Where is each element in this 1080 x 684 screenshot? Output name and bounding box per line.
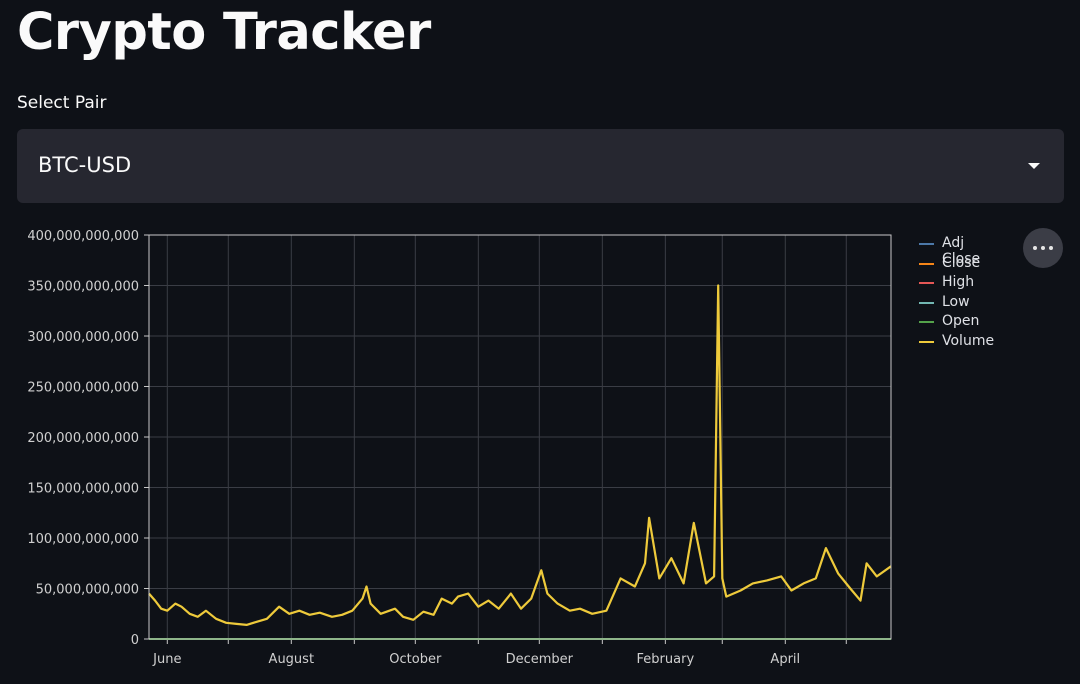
legend-swatch — [919, 321, 934, 323]
legend-label: Adj Close — [942, 235, 981, 267]
page-title: Crypto Tracker — [17, 3, 431, 62]
y-tick-label: 350,000,000,000 — [27, 280, 139, 295]
y-tick-label: 50,000,000,000 — [36, 583, 139, 598]
x-tick-label: June — [152, 652, 181, 667]
x-tick-label: February — [637, 652, 695, 667]
y-tick-label: 200,000,000,000 — [27, 431, 139, 446]
y-tick-label: 0 — [131, 633, 139, 648]
more-options-button[interactable] — [1023, 228, 1063, 268]
y-tick-label: 400,000,000,000 — [27, 229, 139, 244]
x-tick-label: October — [389, 652, 442, 667]
legend-swatch — [919, 340, 934, 343]
series-line-volume — [148, 284, 892, 626]
plot-border — [148, 234, 892, 640]
legend-label: Volume — [942, 332, 995, 349]
x-tick-label: April — [770, 652, 800, 667]
more-dot-icon — [1049, 246, 1053, 250]
y-tick-label: 150,000,000,000 — [27, 482, 139, 497]
y-tick-label: 100,000,000,000 — [27, 532, 139, 547]
pair-select[interactable]: BTC-USD — [17, 129, 1064, 203]
chart-svg: 0 50,000,000,000 100,000,000,000 150,000,00… — [27, 229, 892, 667]
legend-label: High — [942, 274, 975, 290]
y-tick-label: 300,000,000,000 — [27, 330, 139, 345]
legend-label: Close — [942, 254, 981, 271]
select-pair-label: Select Pair — [17, 93, 107, 113]
legend-label: Open — [942, 313, 980, 329]
legend-swatch — [919, 301, 934, 304]
x-tick-label: December — [506, 652, 574, 667]
legend-swatch — [919, 262, 934, 265]
more-dot-icon — [1033, 246, 1037, 250]
more-dot-icon — [1041, 246, 1045, 250]
legend-swatch — [919, 243, 934, 245]
legend-swatch — [919, 282, 934, 284]
volume-chart: 0 50,000,000,000 100,000,000,000 150,000,00… — [0, 215, 1080, 684]
pair-select-value: BTC-USD — [38, 153, 132, 177]
x-tick-label: August — [269, 652, 315, 667]
y-tick-label: 250,000,000,000 — [27, 381, 139, 396]
legend-label: Low — [942, 293, 970, 310]
chevron-down-icon[interactable] — [1028, 163, 1040, 169]
